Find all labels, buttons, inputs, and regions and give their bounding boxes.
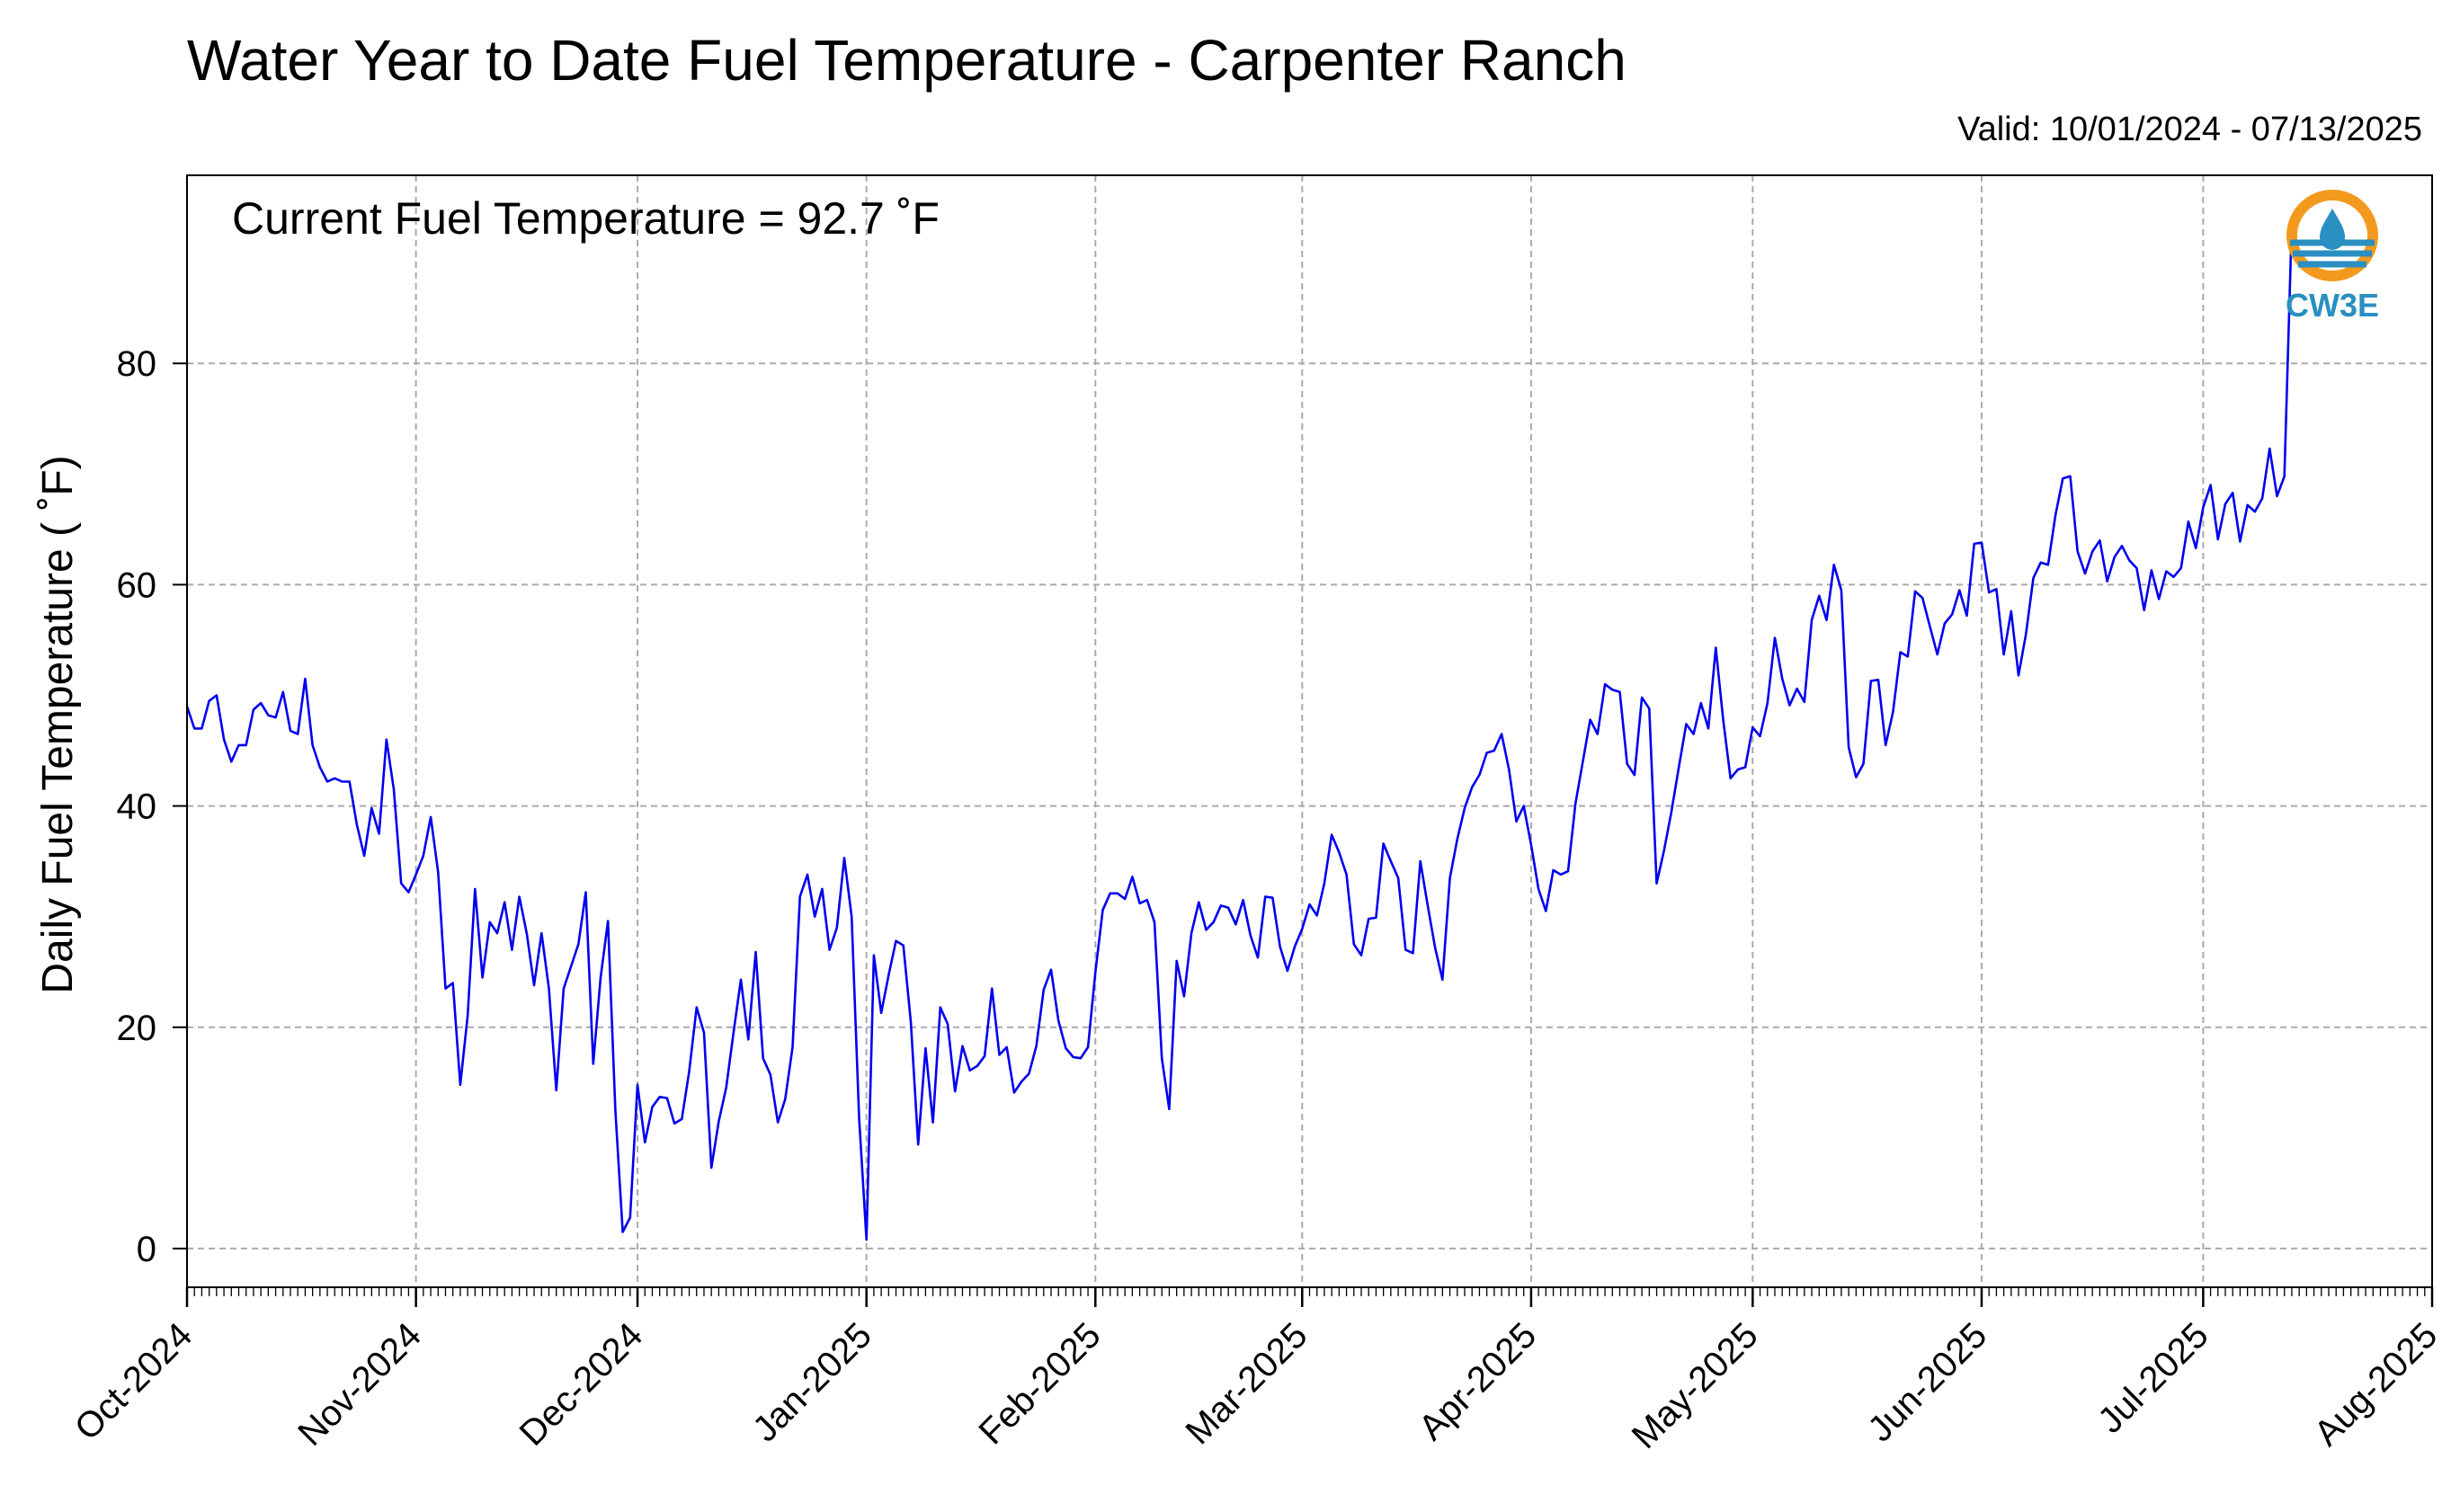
y-tick-label: 20: [117, 1009, 157, 1048]
cw3e-logo: CW3E: [2286, 190, 2379, 324]
x-tick-label: Mar-2025: [1178, 1315, 1315, 1452]
x-tick-label: Dec-2024: [512, 1315, 651, 1454]
water-drop-icon: [2320, 209, 2345, 250]
y-axis-label: Daily Fuel Temperature ( ˚F): [34, 455, 82, 993]
x-tick-label: Feb-2025: [971, 1315, 1108, 1452]
x-tick-label: Jan-2025: [745, 1315, 879, 1449]
plot-area-frame: [186, 174, 2433, 1288]
valid-date-range: Valid: 10/01/2024 - 07/13/2025: [1957, 111, 2422, 148]
x-tick-label: May-2025: [1625, 1315, 1766, 1456]
x-tick-label: Jul-2025: [2090, 1315, 2216, 1441]
y-tick-label: 0: [137, 1230, 156, 1269]
fuel-temperature-line: [185, 222, 2294, 1241]
y-tick-label: 40: [117, 787, 157, 827]
x-tick-label: Aug-2025: [2307, 1315, 2446, 1454]
y-tick-label: 80: [117, 344, 157, 384]
y-tick-label: 60: [117, 565, 157, 605]
axes: 0 20 40 60 80 Oct-2024 Nov-2024 Dec-2024 Jan-202…: [67, 344, 2445, 1456]
x-tick-label: Jun-2025: [1860, 1315, 1994, 1449]
current-temperature-annotation: Current Fuel Temperature = 92.7 ˚F: [232, 193, 940, 244]
x-tick-label: Apr-2025: [1412, 1315, 1544, 1447]
logo-ring: [2286, 190, 2378, 281]
logo-text: CW3E: [2286, 287, 2379, 324]
x-tick-label: Nov-2024: [290, 1315, 429, 1454]
x-tick-label: Oct-2024: [67, 1315, 200, 1447]
chart-title: Water Year to Date Fuel Temperature - Ca…: [187, 28, 1627, 93]
grid-lines: [187, 175, 2432, 1287]
series-layer: [185, 222, 2294, 1241]
